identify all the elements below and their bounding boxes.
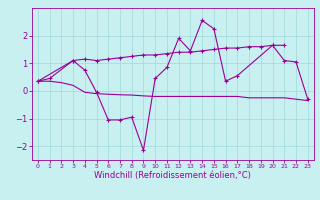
X-axis label: Windchill (Refroidissement éolien,°C): Windchill (Refroidissement éolien,°C)	[94, 171, 251, 180]
